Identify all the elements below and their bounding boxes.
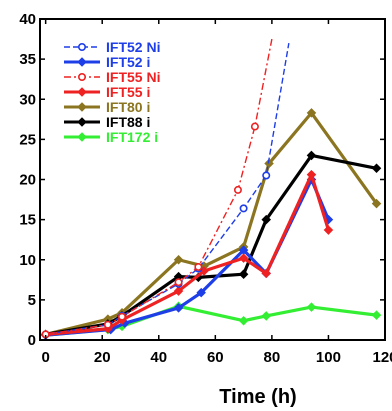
data-point [238,315,249,326]
data-point [233,185,242,194]
legend-label: IFT55 i [106,84,150,100]
data-point [261,214,271,225]
data-point [239,204,248,213]
y-tick-label: 5 [28,292,36,309]
legend-entry: IFT55 i [64,84,150,100]
x-tick-label: 0 [41,349,49,366]
legend-label: IFT80 i [106,99,150,115]
legend-label: IFT55 Ni [106,69,160,85]
x-tick-label: 120 [372,349,392,366]
legend-swatch-marker [77,132,87,142]
data-point [371,163,382,174]
data-point [173,254,184,265]
x-tick-label: 80 [264,349,281,366]
data-point [250,122,259,131]
data-point [238,253,249,263]
data-point [306,302,317,312]
data-point [238,269,249,279]
y-tick-label: 30 [19,91,36,108]
x-tick-label: 40 [150,349,167,366]
data-point [194,262,203,271]
legend-label: IFT52 Ni [106,39,160,55]
data-point [371,310,382,320]
legend-entry: IFT55 Ni [64,69,160,85]
x-tick-label: 60 [207,349,224,366]
y-tick-label: 35 [19,51,36,68]
data-point [371,198,382,209]
legend-swatch-marker [77,117,87,127]
legend-label: IFT52 i [106,54,150,70]
legend-entry: IFT52 i [64,54,150,70]
data-point [173,303,184,313]
x-tick-label: 100 [316,349,341,366]
series-ift55-i [40,169,334,340]
legend-entry: IFT80 i [64,99,150,115]
data-point [118,312,127,321]
legend-swatch-marker [78,42,87,51]
y-tick-label: 20 [19,172,36,189]
data-point [262,171,271,180]
data-point [103,320,112,329]
data-point [261,268,271,279]
data-point [196,287,206,298]
data-point [264,158,274,169]
data-point [261,311,271,321]
series-layer [40,38,382,340]
x-tick-label: 20 [94,349,111,366]
legend-swatch-marker [77,87,87,97]
axes-layer: 0 5 10 15 20 25 30 35 40 0 20 40 60 80 100 120 [19,11,392,366]
data-point [306,169,317,180]
y-tick-label: 10 [19,252,36,269]
legend-swatch-marker [77,102,87,112]
legend-entry: IFT172 i [64,129,158,145]
y-tick-label: 0 [28,332,36,349]
legend-label: IFT88 i [106,114,150,130]
y-tick-label: 15 [19,212,36,229]
legend-entry: IFT88 i [64,114,150,130]
x-axis-title: Time (h) [219,386,296,408]
series-ift55-ni [41,38,273,339]
y-tick-label: 40 [19,11,36,28]
data-point [174,278,183,287]
legend-swatch-marker [77,57,87,67]
data-point [323,225,334,235]
legend-label: IFT172 i [106,129,158,145]
y-tick-label: 25 [19,131,36,148]
data-point [173,286,184,296]
legend-entry: IFT52 Ni [64,39,160,55]
data-point [306,108,317,118]
legend-swatch-marker [78,73,87,82]
data-point [306,150,317,161]
